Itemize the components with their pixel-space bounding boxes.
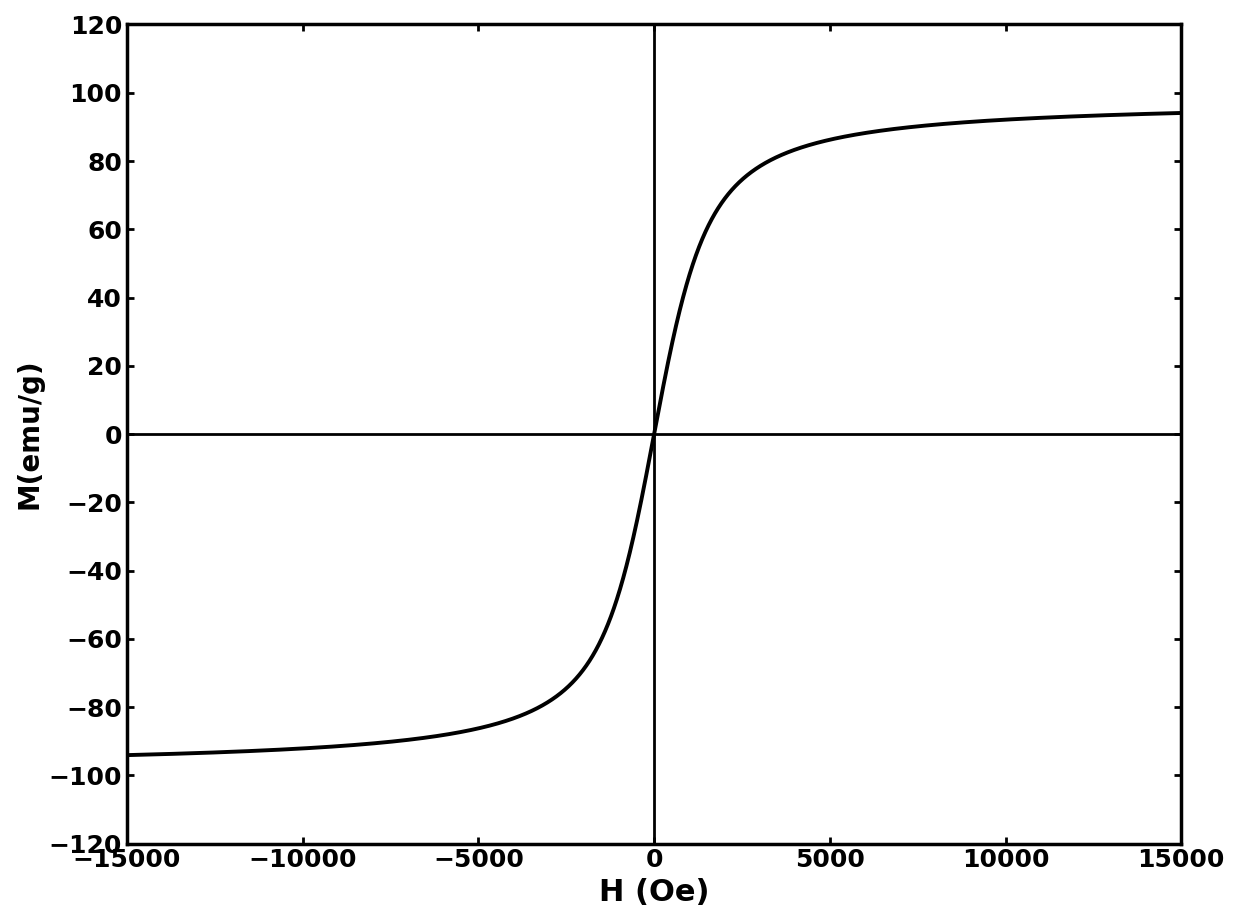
X-axis label: H (Oe): H (Oe) [599, 878, 709, 907]
Y-axis label: M(emu/g): M(emu/g) [15, 359, 43, 509]
